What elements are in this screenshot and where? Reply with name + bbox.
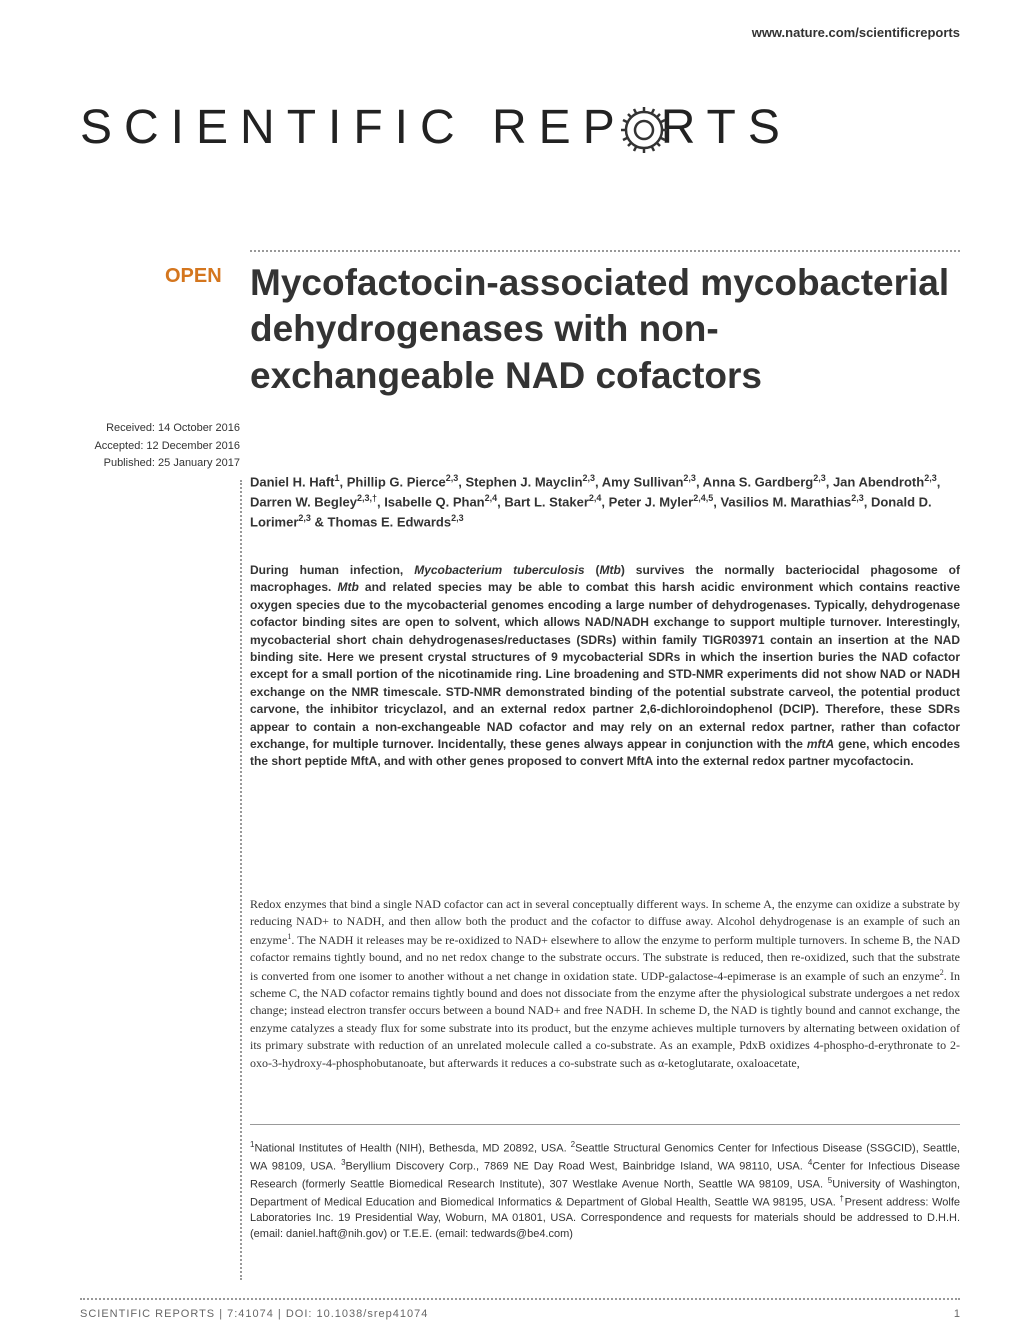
accepted-date: Accepted: 12 December 2016 xyxy=(75,438,240,456)
journal-name-part2: REP xyxy=(492,101,627,154)
open-access-badge: OPEN xyxy=(165,265,222,288)
separator-top xyxy=(250,250,960,252)
body-paragraph: Redox enzymes that bind a single NAD cof… xyxy=(250,896,960,1072)
header-url: www.nature.com/scientificreports xyxy=(752,25,960,40)
page-footer: SCIENTIFIC REPORTS | 7:41074 | DOI: 10.1… xyxy=(80,1298,960,1320)
gear-icon xyxy=(619,105,669,155)
abstract-text: During human infection, Mycobacterium tu… xyxy=(250,562,960,771)
journal-name-part1: SCIENTIFIC xyxy=(80,101,467,154)
journal-logo: SCIENTIFIC REP RTS xyxy=(80,100,960,155)
authors-list: Daniel H. Haft1, Phillip G. Pierce2,3, S… xyxy=(250,472,960,531)
footer-page-number: 1 xyxy=(954,1308,960,1320)
received-date: Received: 14 October 2016 xyxy=(75,420,240,438)
footer-citation: SCIENTIFIC REPORTS | 7:41074 | DOI: 10.1… xyxy=(80,1308,428,1320)
published-date: Published: 25 January 2017 xyxy=(75,455,240,473)
affiliations-text: 1National Institutes of Health (NIH), Be… xyxy=(250,1124,960,1242)
vertical-separator xyxy=(240,480,242,1280)
article-title: Mycofactocin-associated mycobacterial de… xyxy=(250,260,960,399)
publication-dates: Received: 14 October 2016 Accepted: 12 D… xyxy=(75,420,240,473)
journal-name-part3: RTS xyxy=(661,101,792,154)
